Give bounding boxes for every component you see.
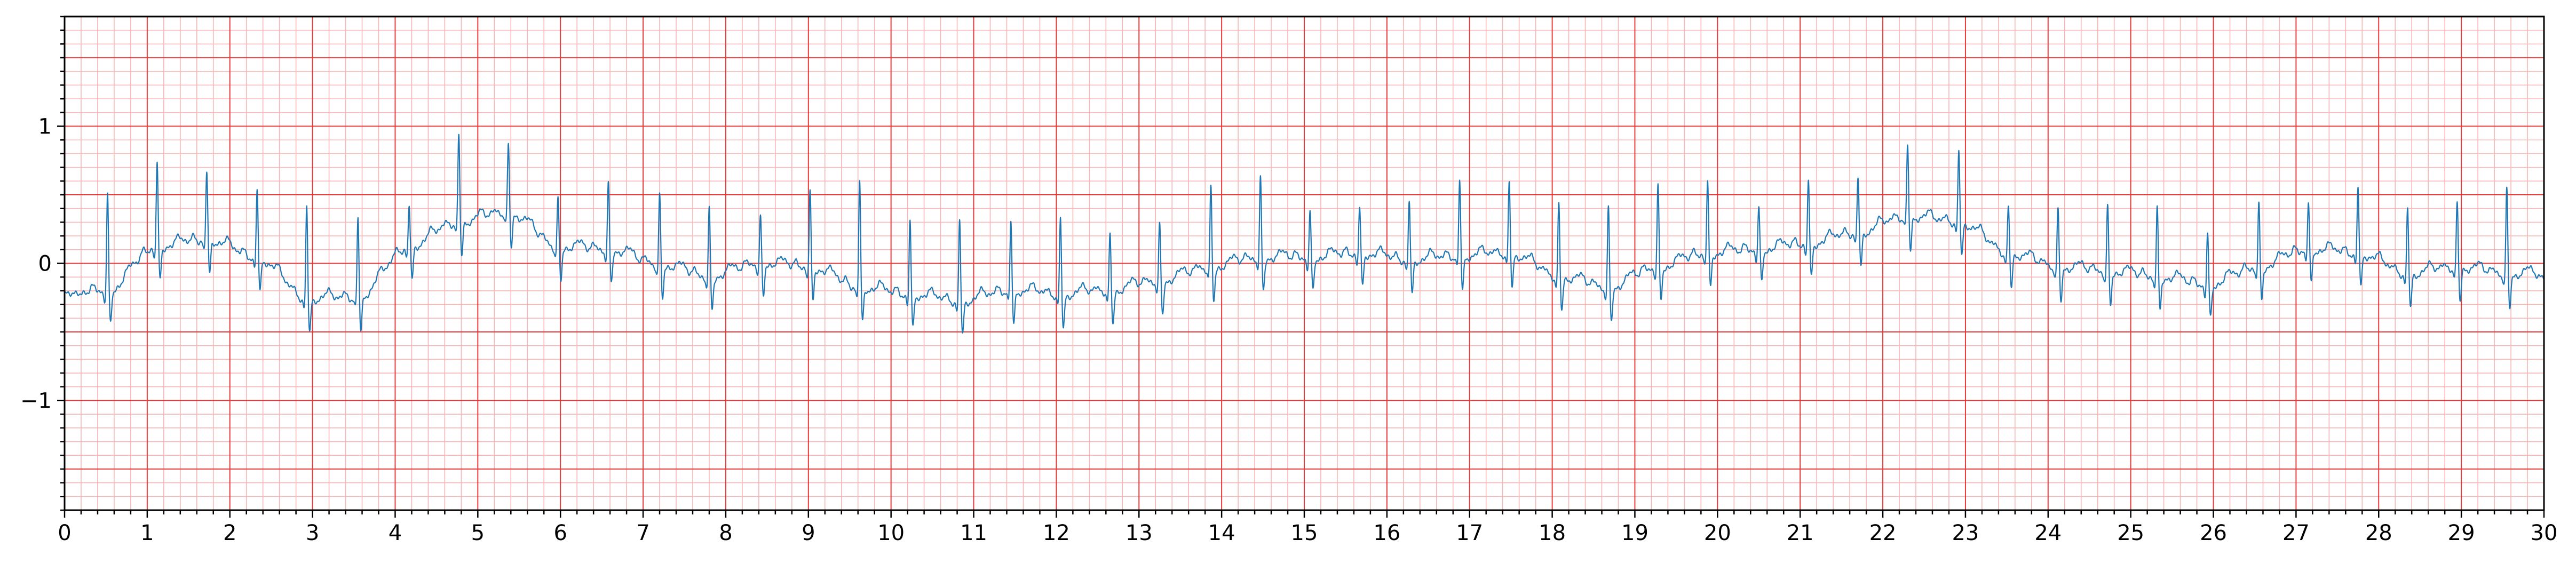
x-tick-label: 11 — [960, 521, 987, 545]
x-tick-label: 10 — [877, 521, 905, 545]
x-tick-label: 19 — [1621, 521, 1648, 545]
y-tick-label: 0 — [38, 252, 52, 276]
x-tick-label: 16 — [1373, 521, 1400, 545]
x-tick-label: 30 — [2531, 521, 2558, 545]
x-tick-label: 23 — [1952, 521, 1979, 545]
x-tick-labels: 0 1 2 3 4 5 6 7 8 9 10 11 12 13 14 15 16 17 18 19 20 21 22 23 24… — [58, 521, 2557, 545]
x-tick-label: 9 — [802, 521, 815, 545]
x-tick-label: 21 — [1787, 521, 1814, 545]
x-tick-label: 5 — [471, 521, 485, 545]
x-tick-label: 20 — [1704, 521, 1731, 545]
x-tick-label: 7 — [636, 521, 649, 545]
x-tick-label: 12 — [1043, 521, 1070, 545]
x-tick-label: 27 — [2282, 521, 2310, 545]
x-tick-label: 18 — [1539, 521, 1566, 545]
x-tick-label: 24 — [2034, 521, 2062, 545]
major-grid — [64, 17, 2545, 510]
x-tick-label: 28 — [2365, 521, 2392, 545]
x-tick-label: 6 — [553, 521, 567, 545]
ecg-trace-line — [64, 133, 2545, 334]
x-tick-label: 26 — [2200, 521, 2227, 545]
x-tick-label: 1 — [140, 521, 154, 545]
x-tick-label: 3 — [306, 521, 319, 545]
x-tick-label: 25 — [2117, 521, 2144, 545]
x-tick-label: 17 — [1456, 521, 1483, 545]
x-tick-label: 15 — [1291, 521, 1318, 545]
x-tick-label: 14 — [1208, 521, 1235, 545]
y-tick-label: 1 — [38, 115, 52, 139]
y-tick-label: −1 — [20, 388, 52, 413]
x-tick-label: 29 — [2448, 521, 2475, 545]
x-tick-label: 2 — [223, 521, 236, 545]
x-tick-label: 0 — [58, 521, 71, 545]
x-tick-label: 4 — [389, 521, 402, 545]
x-tick-label: 8 — [719, 521, 732, 545]
y-tick-labels: 1 0 −1 — [20, 115, 52, 414]
x-tick-label: 22 — [1869, 521, 1897, 545]
x-tick-label: 13 — [1125, 521, 1153, 545]
axis-ticks — [57, 15, 2545, 518]
